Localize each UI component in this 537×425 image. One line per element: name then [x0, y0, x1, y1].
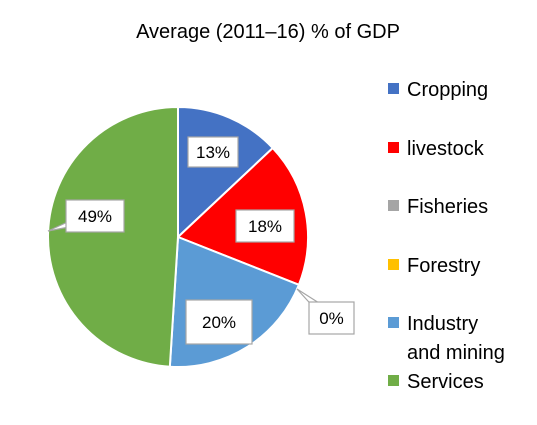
legend: Cropping livestock Fisheries Forestry Indust… — [388, 79, 505, 393]
pie-slice-services — [47, 105, 179, 368]
data-label-text: 13% — [196, 143, 230, 162]
legend-item-services: Services — [388, 371, 484, 393]
legend-swatch — [388, 259, 399, 270]
data-label-text: 18% — [248, 217, 282, 236]
legend-swatch — [388, 317, 399, 328]
callout-box — [308, 301, 355, 335]
data-label-cropping: 13% — [187, 136, 239, 168]
data-label-text: 20% — [202, 313, 236, 332]
data-labels: 13% 18% 0% 20% 49% — [47, 136, 355, 345]
legend-swatch — [388, 200, 399, 211]
legend-label: livestock — [407, 138, 485, 160]
callout-box — [185, 299, 253, 345]
legend-item-industry-and-mining: Industry and mining — [388, 313, 505, 364]
legend-label: Fisheries — [407, 196, 488, 218]
legend-swatch — [388, 142, 399, 153]
legend-swatch — [388, 375, 399, 386]
data-label-services: 49% — [47, 199, 125, 233]
callout-box — [65, 199, 125, 233]
data-label-text: 49% — [78, 207, 112, 226]
data-label-text: 0% — [319, 309, 344, 328]
chart-title: Average (2011–16) % of GDP — [136, 21, 400, 43]
legend-item-forestry: Forestry — [388, 255, 480, 277]
callout-box — [235, 209, 295, 243]
legend-swatch — [388, 83, 399, 94]
data-label-forestry: 0% — [296, 288, 355, 335]
legend-label: Industry — [407, 313, 478, 335]
data-label-livestock: 18% — [235, 209, 295, 243]
legend-label: Forestry — [407, 255, 480, 277]
legend-item-livestock: livestock — [388, 138, 485, 160]
legend-label: and mining — [407, 342, 505, 364]
legend-item-cropping: Cropping — [388, 79, 488, 101]
legend-item-fisheries: Fisheries — [388, 196, 488, 218]
legend-label: Cropping — [407, 79, 488, 101]
legend-label: Services — [407, 371, 484, 393]
data-label-industry-and-mining: 20% — [185, 299, 253, 345]
callout-box — [187, 136, 239, 168]
